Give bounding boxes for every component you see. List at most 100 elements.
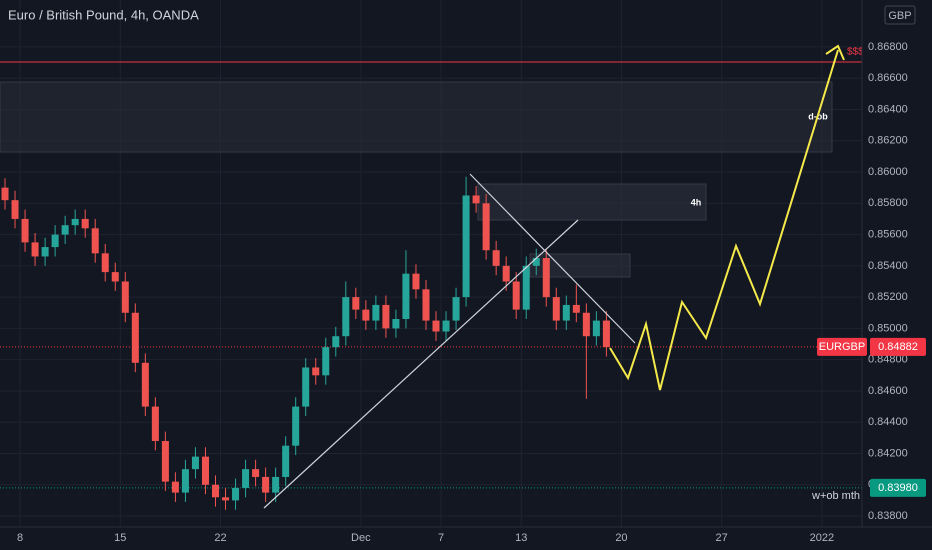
x-tick-label: 27: [716, 532, 728, 544]
x-tick-label: 8: [17, 532, 23, 544]
y-tick-label: 0.83800: [868, 510, 908, 522]
candle-body: [272, 476, 280, 493]
price-badge: [870, 337, 926, 356]
candle-body: [332, 336, 340, 348]
candle-body: [71, 218, 79, 226]
currency-box: [884, 5, 916, 25]
candle-body: [81, 218, 89, 229]
candle-body: [232, 487, 240, 501]
y-tick-label: 0.85800: [868, 197, 908, 209]
candle-body: [141, 362, 149, 407]
candle-body: [372, 304, 380, 321]
candle-body: [191, 456, 199, 470]
candle-body: [452, 297, 460, 321]
x-tick-label: Dec: [351, 532, 371, 544]
candle-body: [582, 312, 590, 337]
level-label: 0.83980: [878, 482, 918, 494]
candle-body: [352, 297, 360, 310]
y-tick-label: 0.84600: [868, 385, 908, 397]
candle-body: [512, 281, 520, 310]
candle-body: [111, 272, 119, 282]
candle-body: [322, 347, 330, 376]
y-tick-label: 0.86000: [868, 166, 908, 178]
candle-body: [181, 469, 189, 493]
candle-body: [211, 484, 220, 498]
x-tick-label: 15: [114, 532, 126, 544]
candle-body: [602, 320, 610, 348]
candle-body: [492, 250, 500, 266]
y-tick-label: 0.84400: [868, 416, 908, 428]
x-tick-label: 13: [515, 532, 527, 544]
candle-body: [592, 320, 600, 337]
x-tick-label: 7: [438, 532, 444, 544]
candle-body: [91, 228, 99, 254]
candle-body: [572, 304, 580, 313]
candle-body: [21, 218, 29, 243]
candle-body: [252, 469, 260, 477]
candle-body: [131, 312, 139, 363]
y-tick-label: 0.85000: [868, 322, 908, 334]
price-axis: [862, 0, 932, 550]
candle-body: [121, 281, 129, 313]
candle-body: [392, 319, 400, 329]
candle-body: [61, 225, 69, 235]
candle-body: [402, 273, 410, 320]
candle-body: [101, 253, 109, 273]
y-tick-label: 0.86200: [868, 135, 908, 147]
trend-line: [469, 173, 636, 344]
annotation: 4h: [691, 197, 702, 207]
candles: [1, 176, 610, 510]
grid: [0, 0, 862, 527]
candle-body: [11, 200, 19, 219]
candle-body: [422, 289, 430, 321]
x-tick-label: 20: [615, 532, 627, 544]
x-tick-label: 2022: [810, 532, 834, 544]
y-tick-label: 0.84200: [868, 447, 908, 459]
zone-box: [0, 81, 833, 153]
currency: GBP: [888, 10, 911, 22]
candle-body: [472, 195, 480, 204]
labels: 0.838000.840000.842000.844000.846000.848…: [17, 41, 926, 544]
candle-body: [312, 367, 320, 376]
candle-body: [522, 265, 530, 310]
symbol-badge: [817, 337, 867, 356]
candle-body: [532, 258, 540, 266]
annotation: $$$: [847, 47, 864, 58]
candle-body: [412, 273, 420, 290]
candle-body: [1, 187, 9, 201]
candle-body: [262, 476, 270, 493]
projection-arrowhead: [825, 44, 845, 61]
candle-body: [201, 456, 209, 485]
trend-line: [263, 219, 579, 509]
level-note: w+ob mth: [811, 490, 860, 502]
candle-body: [362, 309, 370, 321]
y-tick-label: 0.85600: [868, 228, 908, 240]
zone-box: [477, 183, 707, 221]
candle-body: [292, 406, 300, 446]
chart-title: Euro / British Pound, 4h, OANDA: [8, 7, 199, 22]
y-tick-label: 0.86800: [868, 41, 908, 53]
candle-body: [242, 469, 250, 488]
candle-body: [442, 320, 450, 332]
symbol-label: EURGBP: [819, 341, 865, 353]
candle-body: [482, 203, 490, 251]
x-tick-label: 22: [214, 532, 226, 544]
candle-body: [161, 440, 169, 482]
candle-body: [302, 367, 310, 407]
candle-body: [151, 406, 159, 441]
level-badge: [870, 478, 926, 497]
candle-body: [432, 320, 440, 332]
candle-body: [31, 242, 39, 257]
candle-body: [462, 195, 470, 298]
candle-body: [41, 247, 49, 257]
candle-body: [282, 445, 290, 477]
price-label: 0.84882: [878, 341, 918, 353]
candle-body: [171, 481, 179, 493]
candle-body: [502, 265, 510, 282]
candle-body: [552, 297, 560, 321]
y-tick-label: 0.86400: [868, 103, 908, 115]
candle-body: [222, 497, 230, 501]
y-tick-label: 0.84800: [868, 354, 908, 366]
